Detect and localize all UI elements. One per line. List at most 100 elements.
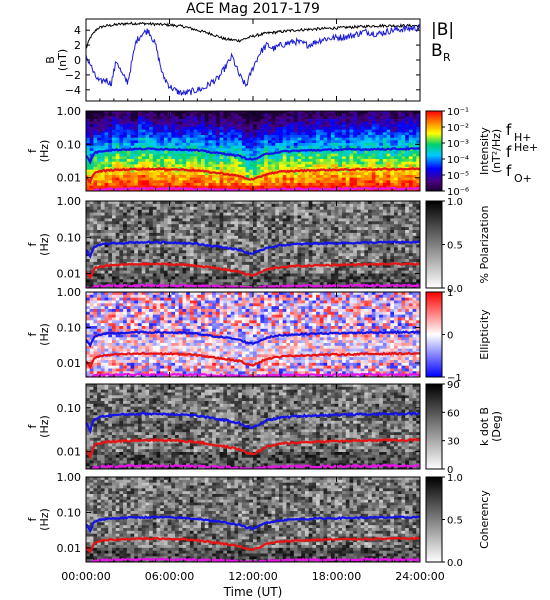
heatmap-cell [141,121,146,125]
heatmap-cell [293,151,298,155]
heatmap-cell [282,172,287,176]
heatmap-cell [364,116,369,120]
heatmap-cell [297,135,302,139]
heatmap-cell [297,129,302,133]
heatmap-cell [330,203,336,208]
heatmap-cell [89,244,94,248]
heatmap-cell [189,218,195,222]
heatmap-cell [390,129,395,133]
heatmap-cell [368,119,373,123]
heatmap-cell [297,132,302,136]
heatmap-cell [293,209,298,213]
heatmap-cell [356,201,362,205]
heatmap-cell [156,218,161,222]
heatmap-cell [278,261,284,266]
heatmap-cell [89,135,94,139]
heatmap-cell [149,224,154,228]
heatmap-cell [293,267,298,271]
heatmap-cell [219,183,224,187]
heatmap-cell [364,161,369,165]
heatmap-cell [271,113,276,117]
heatmap-cell [323,137,328,141]
heatmap-cell [108,140,113,144]
heatmap-cell [245,183,250,187]
heatmap-cell [145,235,150,240]
heatmap-cell [227,279,232,283]
heatmap-cell [119,270,124,274]
heatmap-cell [163,169,169,173]
heatmap-cell [271,241,276,245]
heatmap-cell [149,156,154,160]
heatmap-cell [253,276,258,280]
heatmap-cell [238,250,243,254]
heatmap-cell [405,164,410,168]
heatmap-cell [111,247,117,251]
heatmap-cell [145,259,150,263]
heatmap-cell [178,206,183,211]
heatmap-cell [178,175,183,179]
heatmap-cell [301,119,306,123]
heatmap-cell [286,206,291,211]
heatmap-cell [241,230,246,234]
heatmap-cell [201,215,206,219]
heatmap-cell [212,111,217,115]
heatmap-cell [368,159,373,163]
heatmap-cell [386,129,391,133]
heatmap-cell [408,119,413,123]
heatmap-cell [227,209,232,213]
heatmap-cell [230,256,235,260]
heatmap-cell [152,164,157,168]
heatmap-cell [327,135,332,139]
heatmap-cell [282,224,287,228]
heatmap-cell [293,270,298,274]
heatmap-cell [223,256,228,260]
heatmap-cell [111,140,117,144]
heatmap-cell [163,232,169,237]
heatmap-cell [141,259,146,263]
heatmap-cell [390,145,395,149]
heatmap-cell [327,279,332,283]
heatmap-cell [167,230,172,234]
heatmap-cell [175,221,180,225]
heatmap-cell [123,111,128,115]
heatmap-cell [297,215,302,219]
heatmap-cell [405,185,410,189]
heatmap-cell [304,119,310,123]
heatmap-cell [115,116,120,120]
heatmap-cell [123,121,128,125]
heatmap-cell [119,250,124,254]
heatmap-cell [141,151,146,155]
heatmap-cell [234,119,239,123]
heatmap-cell [175,132,180,136]
heatmap-cell [160,113,165,117]
heatmap-cell [249,137,254,141]
heatmap-cell [304,129,310,133]
heatmap-cell [189,267,195,271]
heatmap-cell [323,270,328,274]
heatmap-cell [123,276,128,280]
heatmap-cell [290,180,295,184]
heatmap-cell [397,129,402,133]
heatmap-cell [301,270,306,274]
heatmap-cell [100,235,105,240]
heatmap-cell [167,140,172,144]
heatmap-cell [212,270,217,274]
heatmap-cell [145,256,150,260]
heatmap-cell [137,159,143,163]
heatmap-cell [230,161,235,165]
heatmap-cell [227,175,232,179]
heatmap-cell [93,224,98,228]
heatmap-cell [293,183,298,187]
heatmap-cell [152,276,157,280]
heatmap-cell [349,259,354,263]
heatmap-cell [123,159,128,163]
heatmap-cell [238,172,243,176]
heatmap-cell [219,140,224,144]
heatmap-cell [152,175,157,179]
heatmap-cell [293,143,298,147]
heatmap-cell [416,137,420,141]
heatmap-cell [204,177,209,181]
heatmap-cell [100,221,105,225]
heatmap-cell [171,206,176,211]
heatmap-cell [323,256,328,260]
